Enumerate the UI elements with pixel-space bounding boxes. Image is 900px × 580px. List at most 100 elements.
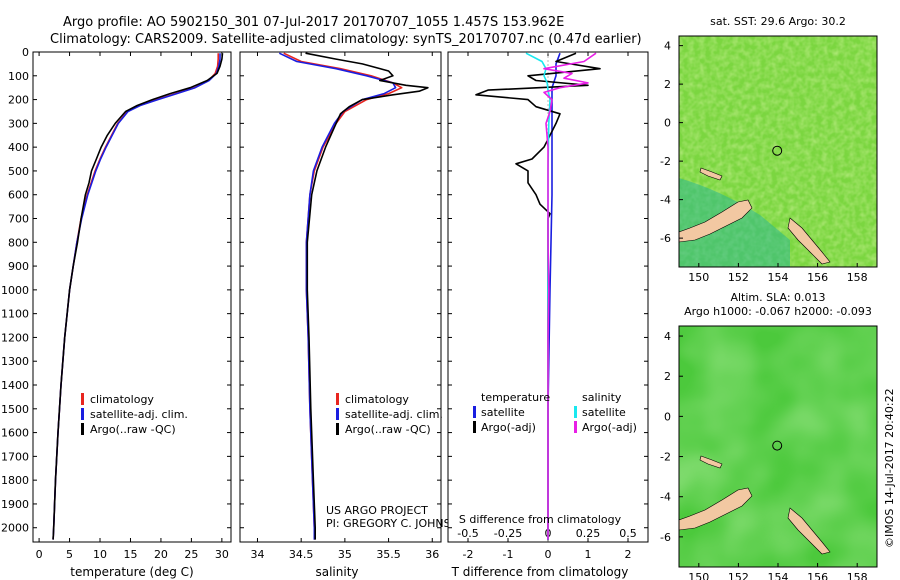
legend-label-argo: Argo(..raw -QC) <box>90 423 176 436</box>
map-x-tick-label: 152 <box>728 571 749 580</box>
map-y-tick-label: 0 <box>664 410 671 423</box>
legend-swatch-satellite <box>81 408 84 420</box>
y-tick-label: 500 <box>8 165 29 178</box>
sla-map-title-2: Argo h1000: -0.067 h2000: -0.093 <box>684 305 872 318</box>
sst-map-title: sat. SST: 29.6 Argo: 30.2 <box>710 15 846 28</box>
legend-swatch-argo <box>81 423 84 435</box>
map-x-tick-label: 154 <box>768 271 789 284</box>
legend-label-climatology: climatology <box>345 393 409 406</box>
x-tick-label: 25 <box>184 548 198 561</box>
map-y-tick-label: 0 <box>664 117 671 130</box>
legend-label-satellite: satellite-adj. clim. <box>345 408 443 421</box>
y-tick-label: 2000 <box>1 522 29 535</box>
map-x-tick-label: 156 <box>807 271 828 284</box>
map-x-tick-label: 156 <box>807 571 828 580</box>
legend-label-climatology: climatology <box>90 393 154 406</box>
temperature-legend: climatology satellite-adj. clim. Argo(..… <box>81 393 188 436</box>
x-tick-label: 0 <box>36 548 43 561</box>
legend-swatch-t-satellite <box>473 406 476 418</box>
legend-swatch-t-argo <box>473 421 476 433</box>
series-line-satellite-adj-clim <box>278 52 397 540</box>
y-tick-label: 300 <box>8 117 29 130</box>
map-y-tick-label: -6 <box>660 232 671 245</box>
salinity-panel: 34 34.5 35 35.5 36 salinity climatology sate… <box>239 51 467 579</box>
map-y-tick-label: 2 <box>664 370 671 383</box>
y-tick-label: 900 <box>8 260 29 273</box>
x-tick-label: 36 <box>425 548 439 561</box>
sst-map: sat. SST: 29.6 Argo: 30.2 150 152 154 156 15… <box>660 15 878 284</box>
argo-location-marker <box>772 145 783 156</box>
x-tick-label: -1 <box>503 548 514 561</box>
x-tick-label-secondary: -0.25 <box>494 527 522 540</box>
y-tick-label: 1800 <box>1 474 29 487</box>
legend-label-t-satellite: satellite <box>481 406 525 419</box>
sst-map-ticks: 150 152 154 156 158 -6 -4 -2 0 2 4 <box>660 40 868 284</box>
sla-map-title-1: Altim. SLA: 0.013 <box>730 291 825 304</box>
map-x-tick-label: 150 <box>688 271 709 284</box>
y-tick-label: 1000 <box>1 284 29 297</box>
x-tick-label: 30 <box>215 548 229 561</box>
map-y-tick-label: -6 <box>660 531 671 544</box>
land-solomon <box>787 507 831 555</box>
credit-footer: ©IMOS 14-Jul-2017 20:40:22 <box>883 388 896 548</box>
legend-swatch-s-satellite <box>574 406 577 418</box>
x-tick-label: 15 <box>123 548 137 561</box>
title-line-1: Argo profile: AO 5902150_301 07-Jul-2017… <box>63 15 564 30</box>
legend-swatch-climatology <box>336 393 339 405</box>
x-tick-label: 5 <box>66 548 73 561</box>
x-tick-label-secondary: 0.25 <box>576 527 601 540</box>
sla-map-ticks: 150 152 154 156 158 -6 -4 -2 0 2 4 <box>660 330 868 580</box>
title-line-2: Climatology: CARS2009. Satellite-adjuste… <box>50 32 642 47</box>
series-line-argo-raw-qc <box>52 53 224 540</box>
x-tick-label: 20 <box>154 548 168 561</box>
y-tick-label: 1200 <box>1 331 29 344</box>
difference-xlabel-salinity: S difference from climatology <box>459 513 622 526</box>
legend-swatch-climatology <box>81 393 84 405</box>
salinity-ticks: 34 34.5 35 35.5 36 <box>240 51 441 561</box>
argo-location-marker <box>772 440 783 451</box>
map-x-tick-label: 158 <box>847 271 868 284</box>
x-tick-label: 35 <box>338 548 352 561</box>
y-tick-label: 1100 <box>1 308 29 321</box>
legend-title-salinity: salinity <box>582 391 622 404</box>
salinity-xlabel: salinity <box>315 565 358 579</box>
temperature-panel: 0 5 10 15 20 25 300100200300400500600700800900… <box>1 46 232 579</box>
land-new-guinea <box>679 199 753 243</box>
x-tick-label: 1 <box>585 548 592 561</box>
y-tick-label: 1900 <box>1 498 29 511</box>
legend-label-t-argo: Argo(-adj) <box>481 421 536 434</box>
x-tick-label: 2 <box>625 548 632 561</box>
x-tick-label: -2 <box>463 548 474 561</box>
x-tick-label: 0 <box>545 548 552 561</box>
difference-legend: temperature satellite Argo(-adj) salinit… <box>473 391 637 434</box>
map-y-tick-label: -4 <box>660 491 671 504</box>
map-x-tick-label: 150 <box>688 571 709 580</box>
land-solomon <box>787 217 831 265</box>
sla-map-texture <box>679 326 877 567</box>
map-y-tick-label: 4 <box>664 40 671 53</box>
y-tick-label: 700 <box>8 213 29 226</box>
y-tick-label: 400 <box>8 141 29 154</box>
x-tick-label-secondary: -0.5 <box>457 527 478 540</box>
legend-swatch-argo <box>336 423 339 435</box>
x-tick-label: 34.5 <box>289 548 314 561</box>
y-tick-label: 1600 <box>1 427 29 440</box>
legend-swatch-satellite <box>336 408 339 420</box>
land-new-ireland <box>699 167 723 181</box>
legend-label-satellite: satellite-adj. clim. <box>90 408 188 421</box>
map-y-tick-label: -2 <box>660 451 671 464</box>
temperature-series <box>52 53 224 540</box>
difference-series <box>475 52 601 540</box>
difference-panel: -2 -1 0 1 2-0.5 -0.25 0 0.25 0.5 S difference fr… <box>447 51 649 579</box>
map-y-tick-label: -4 <box>660 194 671 207</box>
x-tick-label: 35.5 <box>376 548 401 561</box>
sla-map: Altim. SLA: 0.013 Argo h1000: -0.067 h20… <box>660 291 878 580</box>
map-x-tick-label: 158 <box>847 571 868 580</box>
sst-map-cool-region <box>679 178 790 267</box>
salinity-legend: climatology satellite-adj. clim. Argo(..… <box>336 393 443 436</box>
land-new-guinea <box>679 487 753 531</box>
land-new-ireland <box>699 455 723 469</box>
map-x-tick-label: 154 <box>768 571 789 580</box>
legend-label-argo: Argo(..raw -QC) <box>345 423 431 436</box>
